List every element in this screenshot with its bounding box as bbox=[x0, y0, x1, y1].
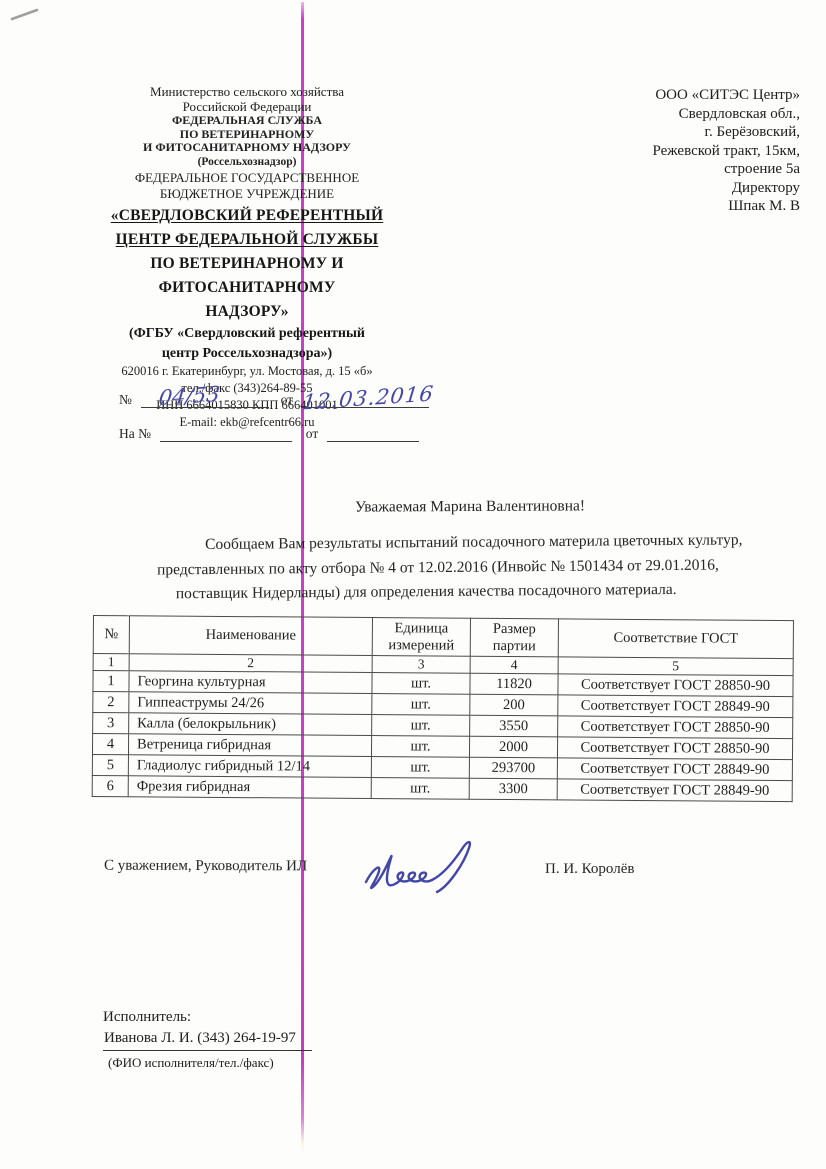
date-blank-line: 12.03.2016 bbox=[300, 381, 435, 415]
row-number: 6 bbox=[92, 775, 129, 797]
item-qty: 200 bbox=[469, 694, 558, 716]
row-number: 4 bbox=[92, 733, 129, 755]
item-name: Калла (белокрыльник) bbox=[128, 712, 372, 736]
recipient-line: строение 5а bbox=[724, 161, 800, 177]
scan-artifact-line bbox=[301, 2, 304, 1154]
center-name-line: ФИТОСАНИТАРНОМУ bbox=[158, 278, 336, 296]
item-name: Гладиолус гибридный 12/14 bbox=[128, 754, 372, 778]
org-short-name-line: центр Россельхознадзора») bbox=[161, 345, 333, 361]
sender-letterhead: Министерство сельского хозяйства Российс… bbox=[82, 84, 412, 430]
handwritten-outgoing-number: 04/53 bbox=[157, 381, 222, 411]
handwritten-signature bbox=[364, 840, 472, 894]
recipient-block: ООО «СИТЭС Центр» Свердловская обл., г. … bbox=[560, 86, 800, 216]
item-name: Фрезия гибридная bbox=[128, 775, 372, 799]
executor-contact: Иванова Л. И. (343) 264-19-97 bbox=[103, 1028, 312, 1051]
incoming-reference-row: На № от bbox=[119, 426, 419, 442]
org-email: E-mail: ekb@refcentr66.ru bbox=[179, 414, 315, 429]
row-number: 3 bbox=[92, 712, 129, 734]
pen-corner-mark bbox=[10, 8, 39, 21]
executor-label: Исполнитель: bbox=[103, 1009, 192, 1025]
col-number: 2 bbox=[129, 653, 373, 673]
col-header: Размер партии bbox=[470, 618, 559, 657]
item-gost: Соответствует ГОСТ 28849-90 bbox=[557, 757, 793, 781]
col-header: Наименование bbox=[129, 615, 373, 656]
incoming-date-blank bbox=[326, 426, 419, 442]
table-row: 6 Фрезия гибридная шт. 3300 Соответствуе… bbox=[92, 775, 793, 802]
item-unit: шт. bbox=[371, 777, 470, 800]
item-qty: 293700 bbox=[469, 757, 558, 779]
row-number: 2 bbox=[92, 691, 129, 713]
ministry-line: Российской Федерации bbox=[182, 99, 312, 114]
number-blank-line: 04/53 bbox=[141, 382, 270, 410]
item-unit: шт. bbox=[371, 756, 470, 779]
item-name: Гиппеаструмы 24/26 bbox=[128, 691, 372, 715]
col-number: 5 bbox=[558, 656, 794, 676]
col-header: Единица измерений bbox=[372, 617, 471, 657]
signature-closing: С уважением, Руководитель ИЛ bbox=[103, 857, 308, 875]
table-header-row: № Наименование Единица измерений Размер … bbox=[93, 615, 794, 659]
institution-line: БЮДЖЕТНОЕ УЧРЕЖДЕНИЕ bbox=[159, 186, 335, 201]
center-name-line: ПО ВЕТЕРИНАРНОМУ И bbox=[150, 254, 344, 272]
body-line: поставщик Нидерланды) для определения ка… bbox=[175, 580, 677, 603]
item-unit: шт. bbox=[371, 735, 470, 758]
item-unit: шт. bbox=[371, 693, 470, 716]
col-number: 3 bbox=[372, 655, 471, 674]
incoming-number-blank bbox=[160, 426, 293, 442]
org-short-name-line: (ФГБУ «Свердловский референтный bbox=[129, 325, 365, 341]
center-name-line: НАДЗОРУ» bbox=[205, 302, 289, 320]
row-number: 1 bbox=[92, 670, 130, 692]
results-table: № Наименование Единица измерений Размер … bbox=[92, 615, 794, 802]
org-phone: тел./факс (343)264-89-55 bbox=[181, 380, 313, 395]
executor-block: Исполнитель: Иванова Л. И. (343) 264-19-… bbox=[103, 1007, 312, 1073]
signer-name: П. И. Королёв bbox=[545, 861, 635, 877]
federal-service-line: ФЕДЕРАЛЬНАЯ СЛУЖБА bbox=[172, 113, 322, 127]
item-name: Ветреница гибридная bbox=[128, 733, 372, 757]
item-qty: 11820 bbox=[469, 673, 559, 695]
col-number: 4 bbox=[470, 656, 559, 674]
recipient-line: Шпак М. В bbox=[728, 198, 800, 214]
recipient-line: Свердловская обл., bbox=[678, 105, 800, 122]
recipient-line: Директору bbox=[731, 179, 800, 196]
ministry-line: Министерство сельского хозяйства bbox=[150, 84, 344, 99]
salutation: Уважаемая Марина Валентиновна! bbox=[354, 497, 586, 516]
item-gost: Соответствует ГОСТ 28849-90 bbox=[557, 778, 793, 802]
item-gost: Соответствует ГОСТ 28849-90 bbox=[557, 694, 793, 718]
executor-note: (ФИО исполнителя/тел./факс) bbox=[108, 1055, 274, 1070]
center-name-line: ЦЕНТР ФЕДЕРАЛЬНОЙ СЛУЖБЫ bbox=[115, 230, 379, 248]
item-unit: шт. bbox=[371, 672, 471, 695]
item-qty: 2000 bbox=[469, 736, 558, 758]
service-short-name: (Россельхознадзор) bbox=[197, 155, 297, 168]
org-inn-kpp: ИНН 6664015830 КПП 666401001 bbox=[156, 397, 338, 412]
incoming-date-label: от bbox=[305, 426, 319, 441]
outgoing-number-row: № 04/53 от 12.03.2016 bbox=[119, 381, 435, 415]
federal-service-line: И ФИТОСАНИТАРНОМУ НАДЗОРУ bbox=[143, 140, 351, 154]
institution-line: ФЕДЕРАЛЬНОЕ ГОСУДАРСТВЕННОЕ bbox=[134, 169, 360, 185]
col-number: 1 bbox=[93, 653, 130, 671]
col-header: Соответствие ГОСТ bbox=[558, 618, 794, 659]
center-name-line: «СВЕРДЛОВСКИЙ РЕФЕРЕНТНЫЙ bbox=[110, 206, 384, 224]
date-label: от bbox=[280, 392, 294, 407]
body-paragraph: Сообщаем Вам результаты испытаний посадо… bbox=[88, 528, 789, 608]
recipient-line: Режевской тракт, 15км, bbox=[652, 142, 800, 159]
recipient-line: ООО «СИТЭС Центр» bbox=[655, 87, 800, 103]
item-gost: Соответствует ГОСТ 28850-90 bbox=[557, 736, 793, 760]
item-name: Георгина культурная bbox=[128, 670, 373, 694]
col-header: № bbox=[93, 615, 130, 654]
item-qty: 3300 bbox=[469, 778, 558, 800]
federal-service-line: ПО ВЕТЕРИНАРНОМУ bbox=[179, 126, 315, 141]
recipient-line: г. Берёзовский, bbox=[704, 124, 800, 140]
item-gost: Соответствует ГОСТ 28850-90 bbox=[557, 715, 793, 739]
number-label: № bbox=[119, 392, 132, 407]
incoming-label: На № bbox=[119, 426, 151, 441]
item-unit: шт. bbox=[371, 714, 470, 737]
org-address: 620016 г. Екатеринбург, ул. Мостовая, д.… bbox=[121, 363, 373, 378]
item-gost: Соответствует ГОСТ 28850-90 bbox=[557, 673, 794, 697]
item-qty: 3550 bbox=[469, 715, 558, 737]
row-number: 5 bbox=[92, 754, 129, 776]
